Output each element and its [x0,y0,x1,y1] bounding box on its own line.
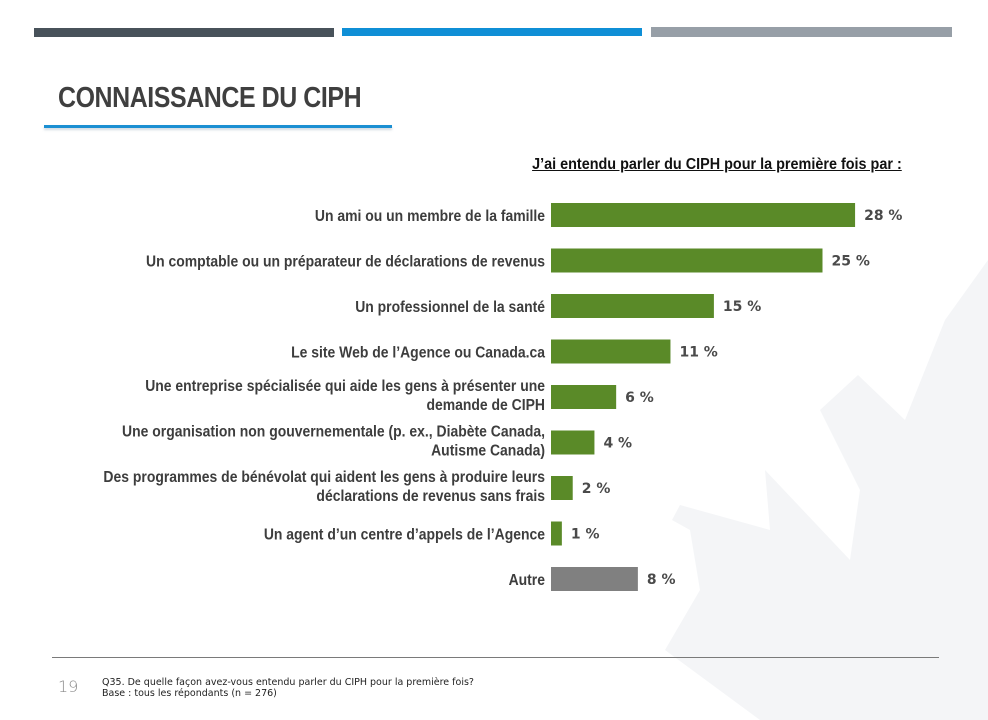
bar-8 [551,521,562,546]
category-label-8: Un agent d’un centre d’appels de l’Agenc… [264,527,545,544]
category-label-6-line-2: Autisme Canada) [431,443,545,460]
bar-2 [551,248,823,273]
value-label-1: 28 % [864,208,902,224]
category-label-3: Un professionnel de la santé [355,299,545,316]
category-label-2: Un comptable ou un préparateur de déclar… [146,254,545,271]
page-title: CONNAISSANCE DU CIPH [58,82,362,114]
bar-1 [551,203,856,227]
value-label-6: 4 % [603,436,632,452]
footnote-question: Q35. De quelle façon avez-vous entendu p… [102,677,474,688]
category-label-5-line-2: demande de CIPH [426,397,545,414]
value-label-7: 2 % [582,481,611,497]
bar-7 [551,476,573,500]
category-label-7-line-2: déclarations de revenus sans frais [316,488,545,505]
value-label-5: 6 % [625,390,654,406]
accent-bar-dark [34,28,334,37]
category-label-9: Autre [509,572,545,589]
accent-bar-gray [651,27,952,37]
title-underline [44,125,392,128]
value-label-3: 15 % [723,299,761,315]
category-label-4: Le site Web de l’Agence ou Canada.ca [291,345,546,362]
accent-bar-blue [342,28,642,36]
value-label-8: 1 % [571,527,600,543]
page-number: 19 [58,677,79,696]
bar-3 [551,294,714,318]
footnote-base: Base : tous les répondants (n = 276) [102,688,277,699]
footnote: Q35. De quelle façon avez-vous entendu p… [102,677,474,699]
category-label-1: Un ami ou un membre de la famille [315,208,545,225]
category-label-7-line-1: Des programmes de bénévolat qui aident l… [103,469,545,486]
chart-title: J’ai entendu parler du CIPH pour la prem… [532,156,902,173]
bar-5 [551,385,617,409]
category-label-5-line-1: Une entreprise spécialisée qui aide les … [145,378,545,395]
value-label-9: 8 % [647,572,676,588]
bar-4 [551,339,671,364]
bar-9 [551,567,638,591]
value-label-4: 11 % [679,345,717,361]
footer-divider [52,657,939,658]
category-label-6-line-1: Une organisation non gouvernementale (p.… [122,424,545,441]
bar-6 [551,430,595,455]
value-label-2: 25 % [832,254,870,270]
